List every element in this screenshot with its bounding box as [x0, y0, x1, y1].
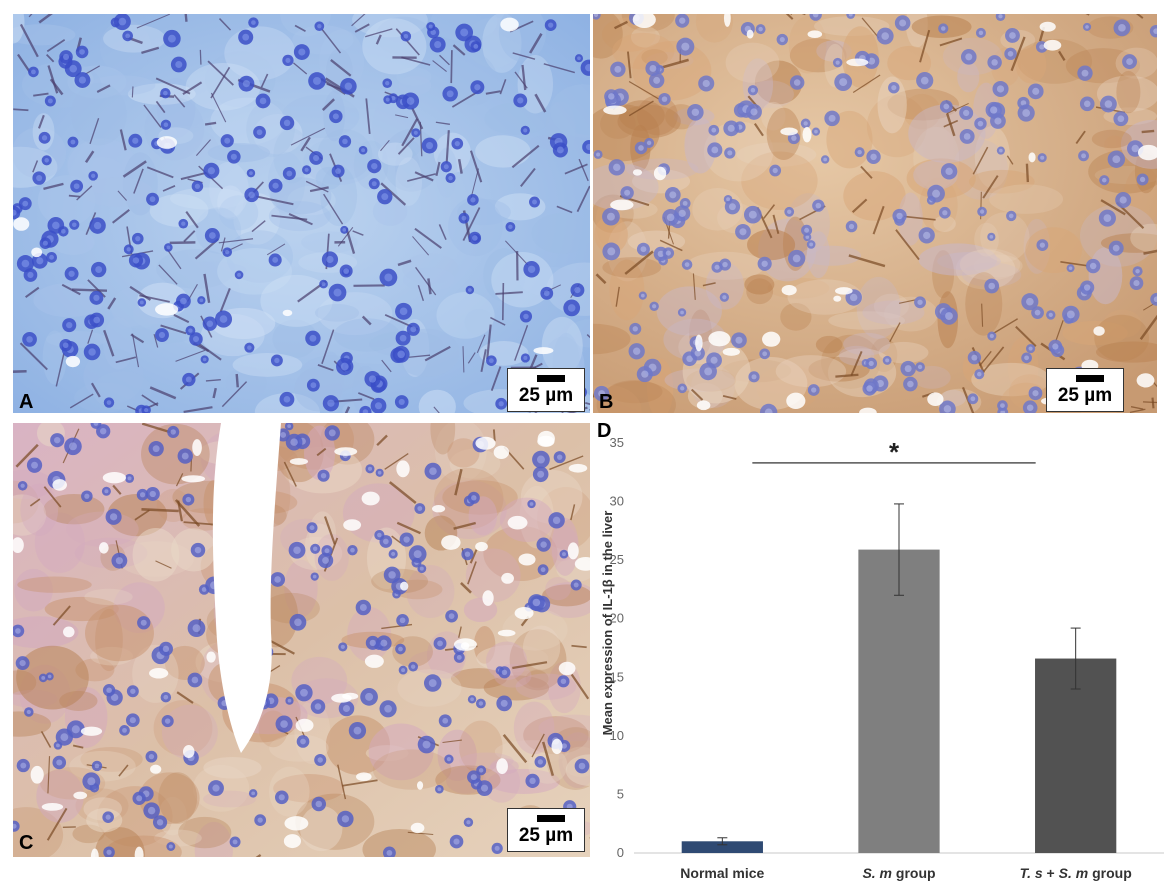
- scale-bar-line: [1076, 375, 1104, 382]
- micrograph-image-c: [13, 423, 590, 857]
- y-tick-label: 20: [610, 611, 624, 626]
- micrograph-panel-c: C 25 µm: [13, 423, 590, 857]
- y-tick-label: 0: [617, 845, 624, 860]
- x-tick-label: T. s + S. m group: [1020, 865, 1132, 881]
- x-tick-label: S. m group: [862, 865, 935, 881]
- scale-bar-label: 25 µm: [518, 825, 574, 846]
- panel-letter-d: D: [597, 420, 612, 442]
- micrograph-image-b: [593, 14, 1157, 413]
- micrograph-panel-b: B 25 µm: [593, 14, 1157, 413]
- panel-letter-a: A: [19, 391, 34, 413]
- y-axis-label: Mean expression of IL-1β in the liver: [600, 511, 615, 736]
- y-tick-label: 25: [610, 552, 624, 567]
- error-bars: [717, 503, 1081, 846]
- bars: [681, 549, 1117, 853]
- y-tick-label: 10: [610, 728, 624, 743]
- bar: [681, 841, 763, 853]
- y-axis: 0 5 10 15 20 25 30 35: [610, 435, 624, 860]
- y-tick-label: 35: [610, 435, 624, 450]
- significance-star: *: [889, 437, 900, 467]
- scale-bar-line: [537, 375, 565, 382]
- micrograph-image-a: [13, 14, 590, 413]
- bar-chart: Mean expression of IL-1β in the liver 0 5…: [600, 435, 1164, 881]
- scale-bar-label: 25 µm: [518, 385, 574, 406]
- scale-bar-label: 25 µm: [1057, 385, 1113, 406]
- scale-bar-a: 25 µm: [507, 368, 585, 412]
- x-tick-labels: Normal mice S. m group T. s + S. m group: [680, 865, 1131, 881]
- bar: [858, 549, 940, 853]
- panel-letter-b: B: [599, 391, 614, 413]
- bar: [1035, 658, 1117, 853]
- y-tick-label: 15: [610, 669, 624, 684]
- scale-bar-b: 25 µm: [1046, 368, 1124, 412]
- panel-letter-c: C: [19, 832, 34, 854]
- significance-annotation: *: [752, 437, 1036, 467]
- y-tick-label: 30: [610, 494, 624, 509]
- micrograph-panel-a: A 25 µm: [13, 14, 590, 413]
- y-tick-label: 5: [617, 786, 624, 801]
- scale-bar-line: [537, 815, 565, 822]
- scale-bar-c: 25 µm: [507, 808, 585, 852]
- x-tick-label: Normal mice: [680, 865, 764, 881]
